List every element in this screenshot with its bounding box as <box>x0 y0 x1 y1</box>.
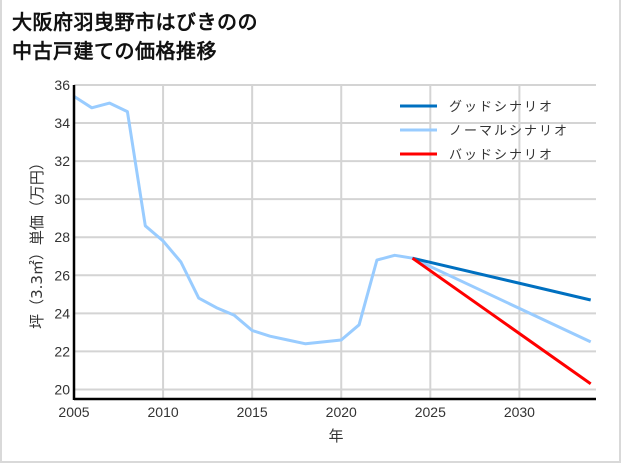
chart-title-line2: 中古戸建ての価格推移 <box>12 39 217 63</box>
y-tick-label: 30 <box>54 191 70 207</box>
y-tick-label: 32 <box>54 153 70 169</box>
tick-labels: 20 22 24 26 28 30 32 34 36 2005 2010 2015 2020 2025 20… <box>54 77 535 420</box>
x-tick-label: 2025 <box>415 404 446 420</box>
gridlines <box>73 84 596 399</box>
x-tick-label: 2020 <box>326 404 357 420</box>
y-tick-label: 24 <box>54 305 70 321</box>
y-tick-label: 26 <box>54 267 70 283</box>
y-tick-label: 34 <box>54 115 70 131</box>
x-tick-label: 2005 <box>58 404 89 420</box>
series-line <box>412 256 592 302</box>
y-tick-label: 28 <box>54 229 70 245</box>
y-tick-label: 22 <box>54 343 70 359</box>
y-axis-label: 坪（3.3㎡）単価（万円） <box>28 155 46 329</box>
series-line <box>411 256 592 386</box>
x-tick-label: 2015 <box>237 404 268 420</box>
legend-label: グッドシナリオ <box>449 100 554 115</box>
x-tick-label: 2030 <box>504 404 535 420</box>
legend-label: ノーマルシナリオ <box>449 124 569 139</box>
y-tick-label: 36 <box>54 77 70 93</box>
x-tick-label: 2010 <box>148 404 179 420</box>
y-tick-label: 20 <box>54 381 70 397</box>
series-lines <box>73 95 592 386</box>
series-line <box>73 95 592 346</box>
axes <box>72 85 596 401</box>
chart-title-line1: 大阪府羽曳野市はびきのの <box>12 10 258 34</box>
x-axis-label: 年 <box>328 427 343 445</box>
chart-title: 大阪府羽曳野市はびきのの 中古戸建ての価格推移 <box>12 8 258 66</box>
legend-label: バッドシナリオ <box>449 148 554 163</box>
